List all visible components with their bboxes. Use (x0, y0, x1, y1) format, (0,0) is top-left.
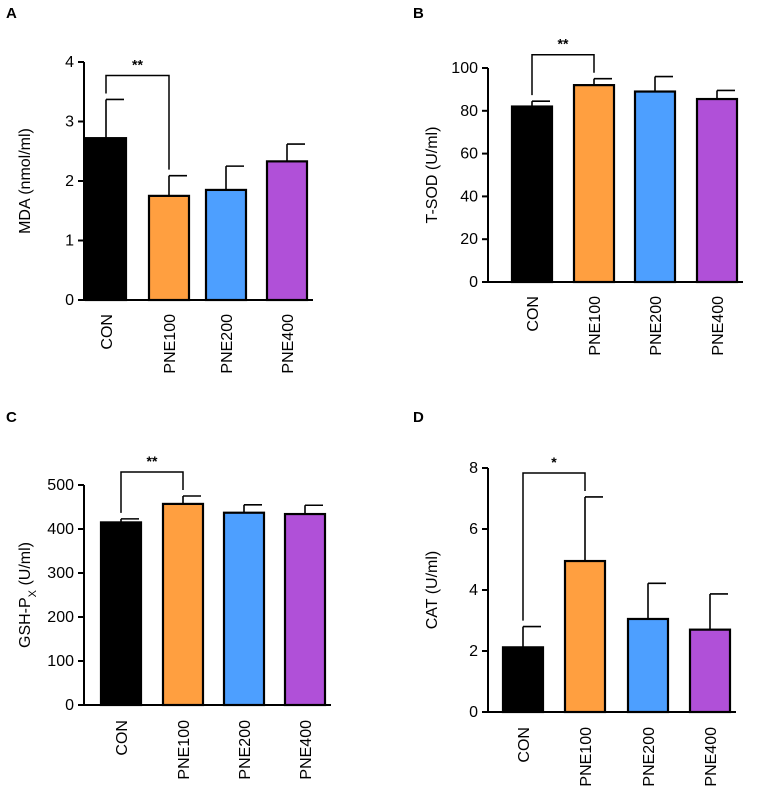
x-tick-label: PNE400 (703, 727, 720, 787)
x-tick-label: CON (525, 296, 542, 332)
bar-pne400 (695, 97, 739, 284)
panel-c: C 0 100 200 300 400 500 GSH-PX (U/ml) CON PNE100 P… (6, 409, 331, 780)
x-tick-label: PNE400 (298, 720, 315, 780)
bar-pne200 (222, 511, 266, 707)
y-axis-label-unit: (U/ml) (17, 542, 34, 590)
y-tick-label: 2 (65, 173, 74, 190)
y-tick-label: 2 (469, 643, 478, 660)
x-tick-label: PNE400 (710, 296, 727, 356)
panel-a: A 0 1 2 3 4 MDA (nmol/ml) CON PNE100 PNE200 PNE400… (6, 5, 313, 374)
x-tick-label: PNE100 (587, 296, 604, 356)
y-tick-label: 0 (469, 274, 478, 291)
bar-pne100 (563, 559, 607, 714)
x-tick-label: PNE200 (648, 296, 665, 356)
y-axis-label-sub: X (27, 589, 39, 597)
x-tick-label: CON (516, 727, 533, 763)
bar-con (501, 646, 545, 714)
significance-label: * (551, 454, 557, 470)
y-axis-label-main: GSH-P (17, 597, 34, 648)
panel-d: D 0 2 4 6 8 CAT (U/ml) CON PNE100 PNE200 PNE400 * (413, 409, 736, 787)
y-axis-label-main: T-SOD (U/ml) (424, 127, 441, 224)
bar-pne200 (626, 617, 670, 714)
bar-con (99, 521, 143, 707)
significance-bracket (105, 74, 170, 170)
panel-letter: D (413, 409, 424, 426)
significance-label: ** (132, 56, 143, 72)
y-tick-label: 80 (460, 103, 478, 120)
bar-pne400 (265, 160, 309, 302)
y-tick-label: 6 (469, 521, 478, 538)
y-tick-label: 500 (47, 477, 74, 494)
bar-pne100 (147, 194, 191, 302)
significance-bracket (531, 53, 595, 96)
x-tick-label: PNE200 (219, 314, 236, 374)
y-tick-label: 4 (469, 582, 478, 599)
significance-label: ** (147, 453, 158, 469)
y-tick-label: 8 (469, 460, 478, 477)
y-tick-label: 400 (47, 521, 74, 538)
x-tick-label: PNE200 (641, 727, 658, 787)
y-tick-label: 200 (47, 609, 74, 626)
significance-label: ** (558, 36, 569, 52)
y-axis-label-main: MDA (nmol/ml) (17, 128, 34, 234)
y-axis-label: GSH-PX (U/ml) (17, 542, 39, 648)
x-tick-label: PNE400 (280, 314, 297, 374)
y-axis-label-main: CAT (U/ml) (424, 551, 441, 630)
significance-bracket (120, 471, 184, 513)
panel-letter: B (413, 5, 424, 22)
x-tick-label: PNE200 (237, 720, 254, 780)
bar-con (510, 105, 554, 284)
y-axis-label: T-SOD (U/ml) (424, 127, 441, 224)
bar-pne400 (688, 628, 732, 714)
bar-pne200 (633, 90, 677, 284)
x-tick-label: PNE100 (162, 314, 179, 374)
bar-pne100 (161, 502, 205, 707)
x-tick-label: PNE100 (176, 720, 193, 780)
bar-pne200 (204, 188, 248, 302)
y-tick-label: 300 (47, 565, 74, 582)
bar-pne400 (283, 512, 327, 707)
y-tick-label: 4 (65, 54, 74, 71)
y-tick-label: 0 (65, 697, 74, 714)
y-axis-label: MDA (nmol/ml) (17, 128, 34, 234)
panel-b: B 0 20 40 60 80 100 T-SOD (U/ml) CON PNE100 PNE200… (413, 5, 743, 356)
y-tick-label: 100 (47, 653, 74, 670)
panel-letter: A (6, 5, 17, 22)
y-tick-label: 1 (65, 233, 74, 250)
y-tick-label: 40 (460, 188, 478, 205)
y-tick-label: 0 (65, 292, 74, 309)
y-tick-label: 60 (460, 146, 478, 163)
panel-letter: C (6, 409, 17, 426)
significance-bracket (522, 472, 586, 621)
y-tick-label: 0 (469, 704, 478, 721)
x-tick-label: CON (99, 314, 116, 350)
y-tick-label: 3 (65, 114, 74, 131)
bar-pne100 (572, 84, 616, 284)
y-tick-label: 100 (451, 60, 478, 77)
y-axis-label: CAT (U/ml) (424, 551, 441, 630)
bar-con (84, 137, 128, 302)
x-tick-label: CON (114, 720, 131, 756)
y-tick-label: 20 (460, 231, 478, 248)
x-tick-label: PNE100 (578, 727, 595, 787)
